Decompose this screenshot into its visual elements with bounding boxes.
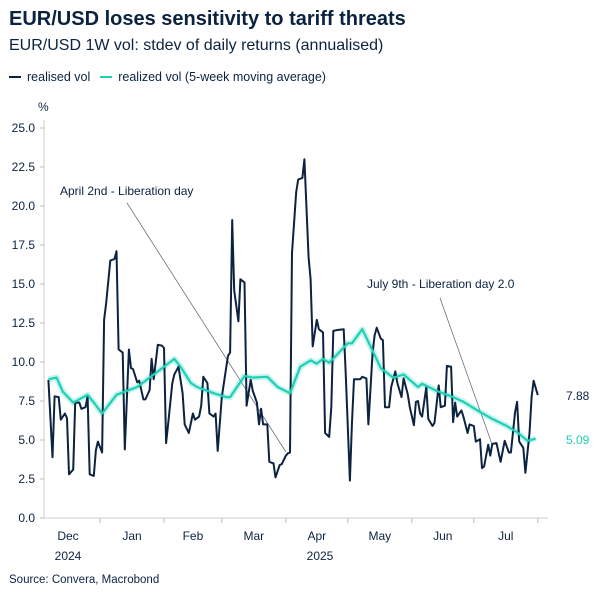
end-label-ma: 5.09	[566, 433, 590, 447]
legend-swatch-realised	[9, 76, 21, 78]
annotation-leader-line	[439, 297, 493, 446]
chart-subtitle: EUR/USD 1W vol: stdev of daily returns (…	[9, 37, 384, 54]
annotation-leader-line	[126, 202, 287, 453]
x-tick-label: Mar	[244, 529, 265, 543]
legend-label-realised: realised vol	[27, 70, 91, 84]
chart-title: EUR/USD loses sensitivity to tariff thre…	[9, 8, 406, 30]
x-tick-label: Jun	[433, 529, 452, 543]
year-label: 2024	[55, 549, 82, 563]
source-note: Source: Convera, Macrobond	[9, 574, 160, 586]
x-tick-label: Jan	[122, 529, 141, 543]
legend-swatch-ma	[100, 76, 113, 78]
realised-vol-line	[47, 158, 539, 482]
annotation-liberation-day: April 2nd - Liberation day	[60, 184, 193, 198]
y-tick-label: 7.5	[18, 394, 35, 408]
x-tick-label: Feb	[183, 529, 204, 543]
legend-label-ma: realized vol (5-week moving average)	[118, 70, 326, 84]
y-tick-label: 22.5	[12, 160, 36, 174]
end-label-realised: 7.88	[566, 389, 590, 403]
x-tick-label: Jul	[498, 529, 513, 543]
y-tick-label: 17.5	[12, 238, 36, 252]
x-tick-label: Apr	[307, 529, 326, 543]
y-tick-label: 5.0	[18, 433, 35, 447]
y-tick-label: 10.0	[12, 355, 36, 369]
annotation-liberation-day-2: July 9th - Liberation day 2.0	[367, 277, 515, 291]
ma-vol-line	[48, 328, 536, 442]
y-tick-label: 20.0	[12, 199, 36, 213]
legend: realised vol realized vol (5-week moving…	[9, 70, 326, 84]
y-tick-label: 15.0	[12, 277, 36, 291]
y-tick-label: 2.5	[18, 472, 35, 486]
year-label: 2025	[307, 549, 334, 563]
x-tick-label: May	[368, 529, 391, 543]
y-tick-label: 12.5	[12, 316, 36, 330]
y-tick-label: 25.0	[12, 121, 36, 135]
y-tick-label: 0.0	[18, 511, 35, 525]
y-axis-unit: %	[38, 100, 49, 114]
x-tick-label: Dec	[57, 529, 78, 543]
